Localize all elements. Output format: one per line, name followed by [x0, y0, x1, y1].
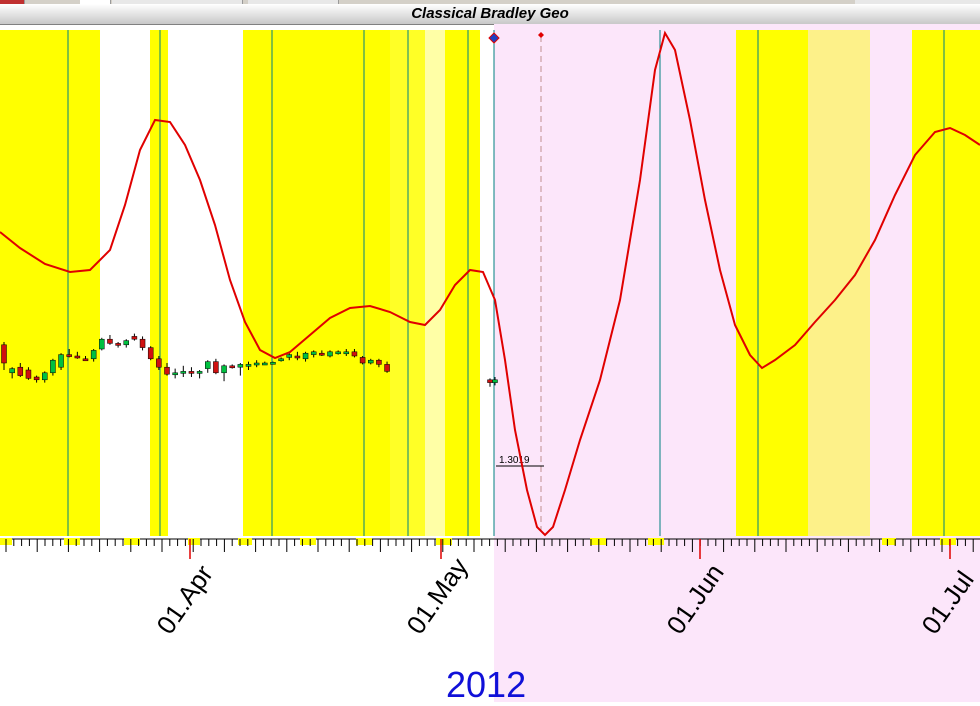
candle-body [335, 351, 341, 355]
candle-body [327, 351, 333, 357]
axis-highlight-tick [188, 538, 200, 545]
candle-body [172, 372, 178, 376]
toolbar-button[interactable] [112, 0, 243, 4]
candle-body [205, 361, 211, 369]
candle-body [17, 366, 24, 376]
toolbar-button[interactable] [248, 0, 339, 4]
candle-body [270, 362, 276, 365]
candle-body [82, 358, 89, 362]
red-diamond-marker [538, 32, 544, 38]
candle-body [164, 366, 170, 375]
candle-body [188, 371, 195, 374]
price-marker-label: 1.3019 [499, 455, 530, 466]
candle-body [294, 355, 301, 359]
blue-diamond-marker [488, 32, 500, 44]
candle-body [492, 379, 498, 383]
candle-body [302, 352, 309, 360]
candle-body [9, 368, 15, 374]
candle-body [221, 365, 227, 374]
candle-body [310, 351, 317, 355]
candle-body [237, 364, 244, 368]
candle-body [58, 354, 64, 368]
axis-highlight-tick [64, 538, 80, 545]
candle-body [351, 351, 358, 357]
highlight-band [808, 30, 870, 536]
axis-highlight-tick [300, 538, 316, 545]
highlight-band [243, 30, 390, 536]
candle-body [384, 364, 390, 372]
candle-body [66, 354, 72, 357]
candle-body [229, 365, 235, 369]
candle-body [262, 362, 268, 366]
toolbar-button[interactable] [0, 0, 25, 4]
chart-title-bar: Classical Bradley Geo [0, 4, 980, 25]
highlight-band [150, 30, 168, 536]
candle-body [156, 358, 162, 368]
candle-body [1, 344, 7, 364]
candle-body [33, 376, 40, 381]
candle-body [319, 352, 325, 356]
candle-body [368, 359, 374, 364]
candle-body [123, 340, 129, 346]
year-label: 2012 [446, 664, 527, 705]
candle-body [253, 362, 260, 366]
highlight-band [445, 30, 480, 536]
candle-body [99, 338, 105, 350]
candle-body [147, 347, 154, 360]
candle-body [180, 371, 187, 374]
candle-body [196, 371, 203, 374]
candle-body [487, 379, 493, 383]
highlight-band [912, 30, 980, 536]
toolbar-button[interactable] [855, 0, 980, 4]
candle-body [90, 350, 97, 360]
candle-body [245, 364, 252, 367]
axis-highlight-tick [590, 538, 606, 545]
candle-body [286, 354, 292, 358]
chart-title: Classical Bradley Geo [411, 5, 569, 22]
candle-body [74, 355, 81, 359]
axis-highlight-tick [356, 538, 372, 545]
axis-highlight-tick [124, 538, 140, 545]
axis-highlight-tick [648, 538, 664, 545]
axis-highlight-tick [436, 538, 452, 545]
candle-body [343, 351, 350, 355]
candle-body [50, 359, 56, 374]
candle-body [25, 369, 32, 379]
candle-body [359, 357, 366, 364]
x-tick-label: 01.May [400, 552, 473, 639]
axis-highlight-tick [238, 538, 252, 545]
axis-highlight-tick [940, 538, 956, 545]
candle-body [42, 372, 48, 381]
highlight-band [736, 30, 808, 536]
candle-body [131, 336, 138, 340]
candle-body [115, 343, 121, 346]
axis-highlight-tick [882, 538, 896, 545]
candle-body [376, 359, 382, 365]
bradley-curve [0, 30, 980, 537]
candle-body [278, 358, 284, 362]
highlight-band [425, 30, 445, 536]
x-tick-label: 01.Apr [150, 559, 219, 639]
highlight-band [0, 30, 100, 536]
toolbar-button[interactable] [80, 0, 111, 4]
candle-body [213, 361, 219, 374]
candle-body [139, 338, 146, 348]
candle-body [107, 338, 113, 344]
toolbar-strip [0, 0, 980, 5]
